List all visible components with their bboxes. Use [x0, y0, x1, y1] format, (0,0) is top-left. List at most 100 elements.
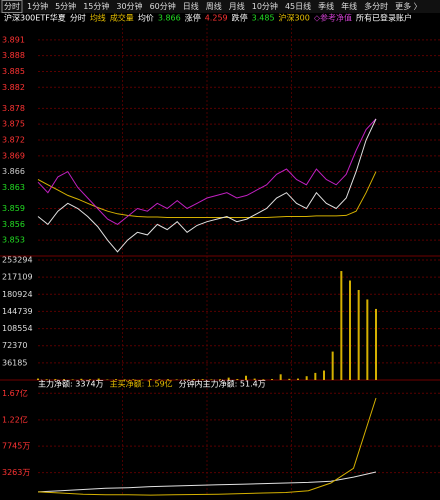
y-tick-label: 3.859 — [2, 204, 25, 213]
period-tab[interactable]: 月线 — [229, 1, 245, 11]
y-tick-label: 3.866 — [2, 167, 25, 176]
volume-bar — [71, 379, 74, 380]
period-tab[interactable]: 分时 — [4, 1, 20, 11]
info-item: 均价 — [138, 13, 154, 23]
period-tab[interactable]: 10分钟 — [252, 1, 278, 11]
volume-bar — [63, 379, 65, 380]
series-line — [37, 171, 377, 218]
info-item: 分时 — [70, 13, 86, 23]
indicator-label: 主力净额: 3374万 — [38, 379, 104, 389]
indicator-label: 主买净额: 1.59亿 — [110, 379, 173, 389]
period-tab[interactable]: 日线 — [183, 1, 199, 11]
volume-bar — [288, 378, 291, 380]
y-tick-label: 3.888 — [2, 51, 25, 60]
y-tick-label: 3.891 — [2, 35, 25, 44]
volume-bar — [158, 379, 161, 380]
y-tick-label: 3.856 — [2, 220, 25, 229]
volume-bar — [314, 372, 317, 380]
volume-bar — [219, 379, 221, 380]
y-tick-label: 1.67亿 — [2, 388, 28, 398]
volume-bar — [45, 379, 48, 380]
volume-bar — [54, 379, 57, 380]
y-tick-label: 72370 — [2, 341, 27, 350]
volume-bar — [331, 351, 334, 380]
period-tab[interactable]: 60分钟 — [150, 1, 176, 11]
volume-bar — [175, 379, 178, 380]
series-line — [37, 397, 377, 496]
volume-bar — [366, 299, 369, 380]
tab-bar — [0, 0, 440, 13]
active-tab-box — [1, 0, 23, 13]
info-item: 3.485 — [252, 14, 275, 23]
volume-bar — [89, 379, 91, 380]
y-tick-label: 3.872 — [2, 136, 25, 145]
y-tick-label: 3.882 — [2, 83, 25, 92]
volume-bar — [357, 289, 360, 380]
period-tab[interactable]: 1分钟 — [27, 1, 48, 11]
period-tab[interactable]: 更多 〉 — [395, 1, 422, 11]
volume-bar — [253, 378, 256, 380]
info-item: 涨停 — [185, 13, 201, 23]
y-tick-label: 1.22亿 — [2, 414, 28, 424]
volume-bar — [349, 280, 351, 380]
y-tick-label: 180924 — [2, 290, 33, 299]
period-tab[interactable]: 周线 — [206, 1, 222, 11]
period-tab[interactable]: 多分时 — [364, 1, 388, 11]
volume-bar — [227, 377, 230, 380]
y-tick-label: 217109 — [2, 273, 33, 282]
y-tick-label: 108554 — [2, 324, 33, 333]
volume-bar — [132, 379, 135, 380]
volume-bar — [80, 378, 83, 380]
period-tab[interactable]: 30分钟 — [116, 1, 142, 11]
volume-bar — [262, 379, 265, 380]
y-tick-label: 36185 — [2, 358, 27, 367]
info-item: 均线 — [90, 13, 106, 23]
period-tab[interactable]: 45日线 — [285, 1, 311, 11]
series-line — [37, 471, 377, 493]
volume-bar — [279, 374, 282, 380]
y-tick-label: 3.863 — [2, 183, 25, 192]
volume-bar — [340, 271, 343, 380]
volume-bar — [210, 379, 213, 380]
indicator-label: 分钟内主力净额: 51.4万 — [179, 379, 266, 389]
y-tick-label: 3.875 — [2, 120, 25, 129]
volume-bar — [193, 379, 195, 380]
volume-bar — [236, 379, 239, 380]
volume-bar — [97, 378, 100, 380]
series-line — [37, 118, 377, 225]
period-tab[interactable]: 15分钟 — [83, 1, 109, 11]
volume-bar — [184, 379, 187, 380]
y-tick-label: 3.869 — [2, 151, 25, 160]
info-item: ◇参考净值 — [314, 13, 352, 23]
volume-bar — [245, 375, 247, 380]
series-line — [37, 118, 377, 253]
y-tick-label: 3.853 — [2, 236, 25, 245]
info-item: 3.866 — [158, 14, 181, 23]
period-tab[interactable]: 年线 — [341, 1, 357, 11]
info-item: 跌停 — [232, 13, 248, 23]
y-tick-label: 7745万 — [2, 442, 30, 451]
y-tick-label: 3.878 — [2, 104, 25, 113]
volume-bar — [167, 379, 169, 380]
period-tab[interactable]: 季线 — [318, 1, 334, 11]
info-item: 所有已登录账户 — [356, 13, 412, 23]
volume-bar — [123, 379, 126, 380]
volume-bar — [115, 379, 117, 380]
info-item: 4.259 — [205, 14, 228, 23]
y-tick-label: 3263万 — [2, 468, 30, 477]
y-tick-label: 144739 — [2, 307, 33, 316]
volume-bar — [297, 378, 299, 380]
volume-bar — [37, 378, 39, 380]
info-item: 沪深300ETF华夏 — [4, 13, 66, 23]
y-tick-label: 253294 — [2, 256, 33, 265]
volume-bar — [149, 379, 152, 380]
volume-bar — [201, 379, 204, 380]
volume-bar — [271, 379, 273, 380]
volume-bar — [323, 370, 325, 380]
volume-bar — [305, 376, 308, 380]
info-item: 成交量 — [110, 13, 134, 23]
y-tick-label: 3.885 — [2, 67, 25, 76]
period-tab[interactable]: 5分钟 — [55, 1, 76, 11]
